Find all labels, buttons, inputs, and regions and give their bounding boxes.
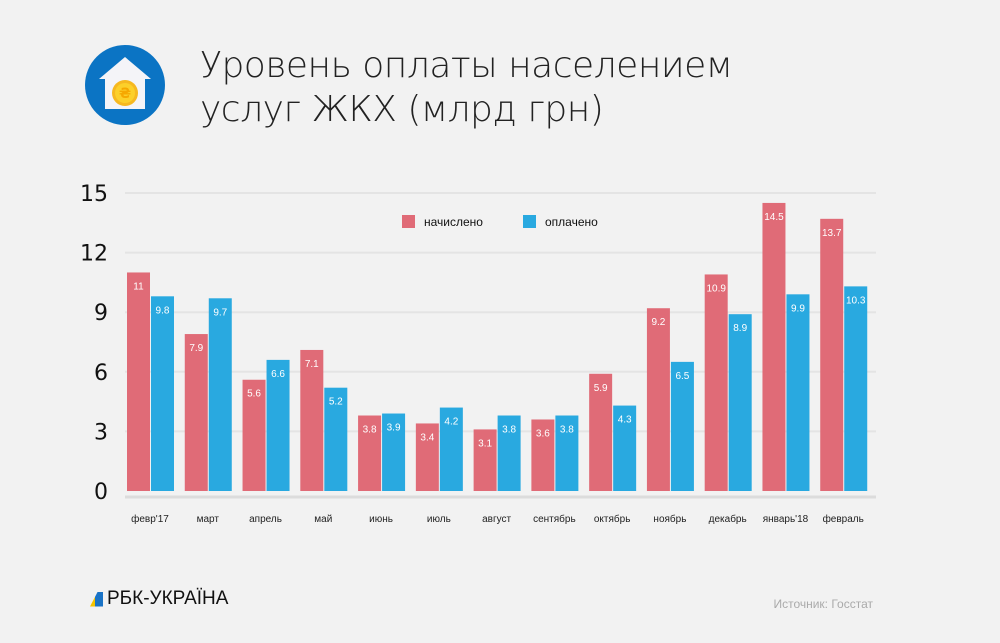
bar-paid xyxy=(497,415,521,491)
data-label: 3.9 xyxy=(387,423,401,434)
bar-charged xyxy=(358,415,382,491)
bar-charged xyxy=(531,419,555,491)
x-tick-label: февр'17 xyxy=(131,513,169,525)
data-label: 4.3 xyxy=(618,415,632,426)
svg-text:₴: ₴ xyxy=(119,86,131,102)
data-label: 6.5 xyxy=(675,371,689,382)
data-label: 13.7 xyxy=(822,228,842,239)
brand-name: РБК-УКРАЇНА xyxy=(107,588,229,609)
brand-mark-icon xyxy=(90,591,103,607)
y-tick-label: 3 xyxy=(94,420,108,445)
x-tick-label: январь'18 xyxy=(763,514,809,525)
data-label: 5.6 xyxy=(247,389,261,400)
data-label: 3.8 xyxy=(502,425,516,436)
bar-charged xyxy=(242,379,266,491)
bar-paid xyxy=(670,361,694,491)
x-tick-label: июнь xyxy=(369,514,393,525)
brand-logo: РБК-УКРАЇНА xyxy=(90,588,228,610)
bar-paid xyxy=(382,413,406,491)
x-tick-label: октябрь xyxy=(594,513,631,525)
y-tick-label: 9 xyxy=(94,301,108,326)
legend-swatch xyxy=(402,215,415,228)
page-title: Уровень оплаты населением услуг ЖКХ (млр… xyxy=(200,44,733,132)
bar-charged xyxy=(184,334,208,491)
x-tick-label: август xyxy=(482,514,511,525)
x-tick-label: апрель xyxy=(249,514,282,525)
data-label: 9.2 xyxy=(651,317,665,328)
bar-charged xyxy=(473,429,497,491)
source-note: Источник: Госстат xyxy=(773,597,873,611)
bar-paid xyxy=(555,415,579,491)
x-tick-label: май xyxy=(314,514,332,525)
bar-charged xyxy=(589,373,613,491)
title-line-2: услуг ЖКХ (млрд грн) xyxy=(200,89,604,130)
data-label: 14.5 xyxy=(764,212,784,223)
bar-charged xyxy=(127,272,150,491)
data-label: 10.3 xyxy=(846,295,866,306)
legend-label: оплачено xyxy=(545,215,598,229)
bar-paid xyxy=(151,296,174,491)
data-label: 9.7 xyxy=(213,307,227,318)
bar-charged xyxy=(415,423,439,491)
data-label: 3.8 xyxy=(363,425,377,436)
data-label: 10.9 xyxy=(706,283,726,294)
x-tick-label: февраль xyxy=(823,513,864,525)
bar-charged xyxy=(820,218,844,491)
data-label: 11 xyxy=(133,281,144,292)
bar-charged xyxy=(646,308,670,491)
bar-paid xyxy=(208,298,232,491)
data-label: 7.1 xyxy=(305,359,319,370)
x-tick-label: ноябрь xyxy=(653,513,686,525)
y-tick-label: 12 xyxy=(80,242,108,267)
bar-paid xyxy=(439,407,463,491)
bar-paid xyxy=(844,286,868,491)
data-label: 9.8 xyxy=(156,305,170,316)
data-label: 3.1 xyxy=(478,438,492,449)
bar-paid xyxy=(786,294,810,491)
x-tick-label: декабрь xyxy=(709,513,747,525)
data-label: 5.2 xyxy=(329,397,343,408)
bar-paid xyxy=(728,314,752,491)
data-label: 6.6 xyxy=(271,369,285,380)
bar-paid xyxy=(324,387,348,491)
data-label: 3.8 xyxy=(560,425,574,436)
bar-charged xyxy=(762,202,786,491)
data-label: 9.9 xyxy=(791,303,805,314)
y-tick-label: 0 xyxy=(94,480,108,505)
bar-paid xyxy=(613,405,637,491)
x-tick-label: март xyxy=(197,514,220,525)
bar-charged xyxy=(300,349,324,491)
legend-swatch xyxy=(523,215,536,228)
bar-charged xyxy=(704,274,728,491)
data-label: 7.9 xyxy=(189,343,203,354)
x-tick-label: сентябрь xyxy=(533,513,576,525)
y-tick-label: 15 xyxy=(80,182,108,207)
data-label: 8.9 xyxy=(733,323,747,334)
data-label: 3.4 xyxy=(420,432,434,443)
house-coin-icon: ₴ xyxy=(85,45,165,125)
x-tick-label: июль xyxy=(427,514,451,525)
data-label: 3.6 xyxy=(536,428,550,439)
y-tick-label: 6 xyxy=(94,361,108,386)
bar-paid xyxy=(266,359,290,491)
title-line-1: Уровень оплаты населением xyxy=(200,45,733,86)
data-label: 4.2 xyxy=(444,417,458,428)
data-label: 5.9 xyxy=(594,383,608,394)
legend-label: начислено xyxy=(424,215,483,229)
